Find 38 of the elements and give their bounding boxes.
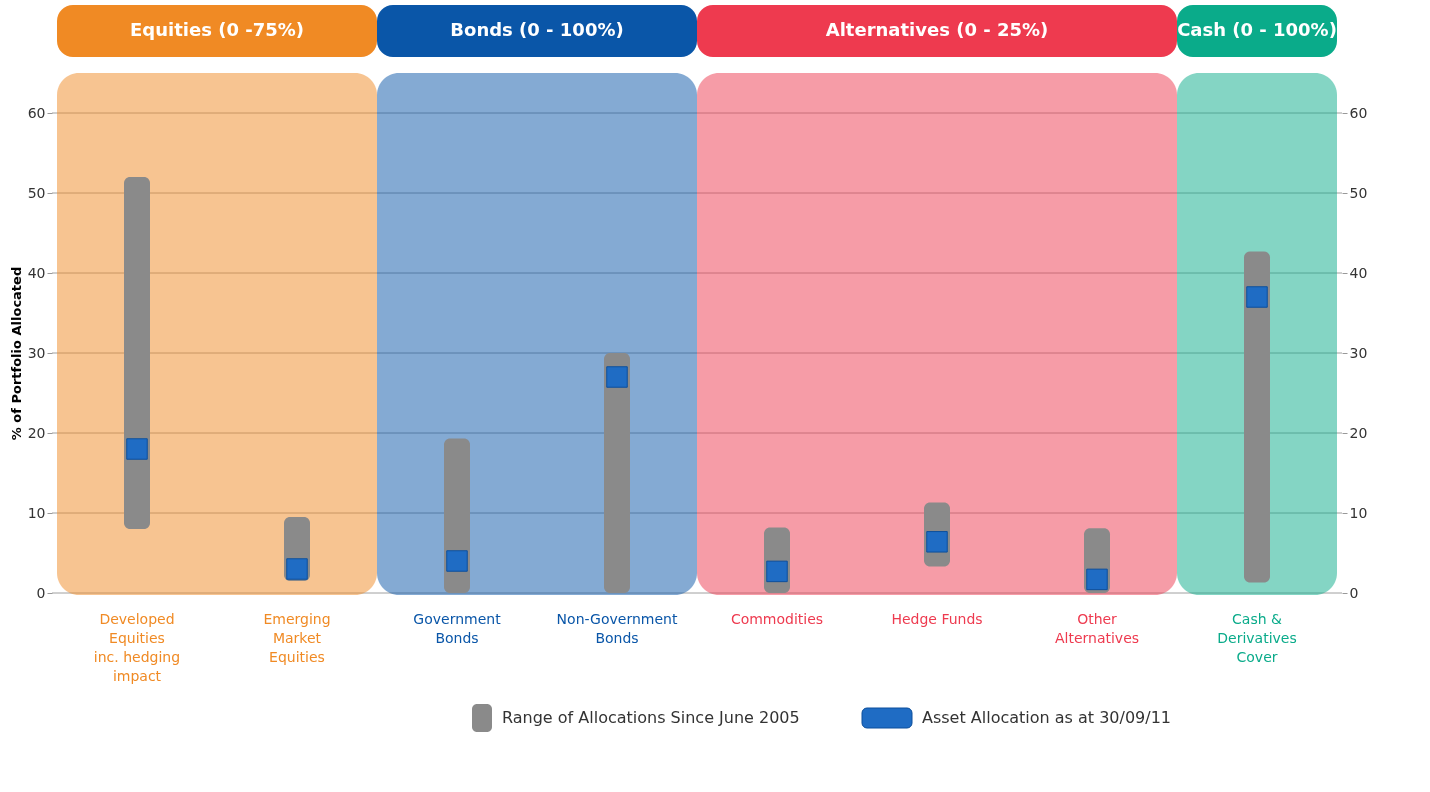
- point: [446, 550, 468, 572]
- band-label: Alternatives (0 - 25%): [825, 19, 1049, 40]
- x-tick-label: Hedge Funds: [891, 611, 983, 627]
- x-tick-label: Commodities: [730, 611, 824, 627]
- y2-tick-label: 40: [1349, 264, 1368, 281]
- point: [126, 438, 148, 460]
- y2-tick-label: 30: [1349, 344, 1368, 361]
- legend-label: Range of Allocations Since June 2005: [502, 708, 800, 727]
- y-tick-label: 30: [27, 344, 46, 361]
- y-tick-label: 40: [27, 264, 46, 281]
- band-label: Bonds (0 - 100%): [450, 19, 624, 40]
- y-tick-label: 60: [27, 104, 46, 121]
- x-tick-label: Cash & Derivatives Cover: [1217, 611, 1297, 665]
- x-tick-label: Other Alternatives: [1054, 611, 1140, 646]
- y2-tick-label: 50: [1349, 184, 1368, 201]
- bar: [604, 353, 630, 593]
- y2-tick-label: 60: [1349, 104, 1368, 121]
- y-tick-label: 20: [27, 424, 46, 441]
- x-tick-label: Emerging Market Equities: [263, 611, 331, 665]
- x-tick-label: Non-Government Bonds: [556, 611, 678, 646]
- x-tick-label: Developed Equities inc. hedging impact: [93, 611, 181, 684]
- point: [606, 366, 628, 388]
- y2-tick-label: 20: [1349, 424, 1368, 441]
- y-axis-title: % of Portfolio Allocated: [8, 266, 24, 441]
- y2-tick-label: 10: [1349, 504, 1368, 521]
- x-tick-label: Government Bonds: [413, 611, 502, 646]
- point: [1086, 568, 1108, 591]
- y2-tick-label: 0: [1349, 584, 1359, 601]
- legend-label: Asset Allocation as at 30/09/11: [922, 708, 1172, 727]
- y-tick-label: 50: [27, 184, 46, 201]
- point: [1246, 286, 1268, 308]
- point: [286, 558, 308, 580]
- y-tick-label: 10: [27, 504, 46, 521]
- band-label: Equities (0 -75%): [130, 19, 304, 40]
- bar: [124, 177, 150, 529]
- y-tick-label: 0: [36, 584, 46, 601]
- band-label: Cash (0 - 100%): [1177, 19, 1337, 40]
- bar: [1244, 251, 1270, 583]
